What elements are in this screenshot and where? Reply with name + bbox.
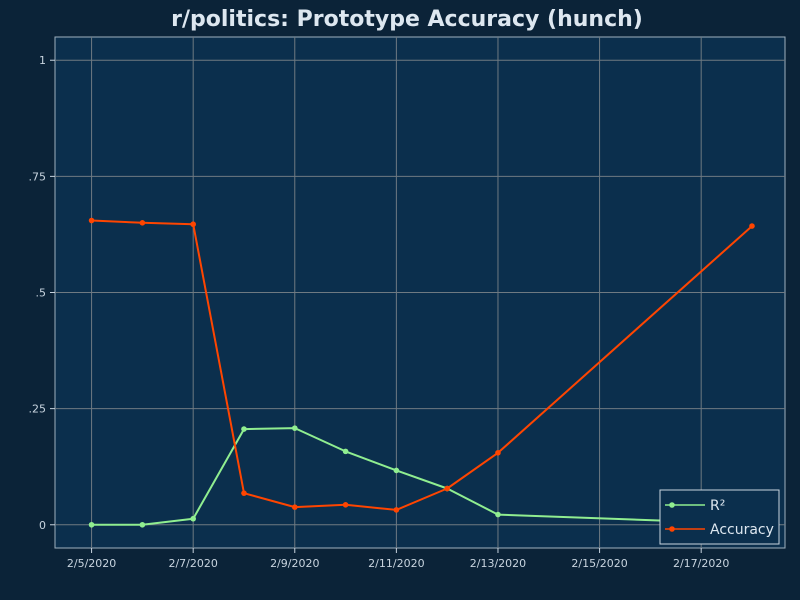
- x-tick-label: 2/5/2020: [67, 557, 116, 570]
- grid-lines: [55, 37, 785, 548]
- y-tick-label: 1: [39, 54, 46, 67]
- data-point-accuracy: [444, 485, 450, 492]
- legend-marker-accuracy: [669, 526, 675, 532]
- data-point-accuracy: [139, 220, 146, 226]
- y-tick-label: .5: [36, 287, 47, 300]
- data-point-r2: [139, 521, 146, 528]
- y-tick-label: .75: [29, 170, 47, 183]
- data-point-accuracy: [393, 507, 400, 513]
- data-point-r2: [342, 448, 349, 455]
- data-point-accuracy: [190, 221, 196, 228]
- series-lines: [88, 217, 755, 528]
- legend-label-r2: R²: [710, 498, 725, 514]
- legend-label-accuracy: Accuracy: [710, 522, 774, 538]
- data-point-r2: [190, 515, 196, 522]
- data-point-r2: [241, 426, 247, 432]
- y-tick-label: 0: [39, 519, 46, 532]
- series-line-accuracy: [91, 219, 753, 511]
- x-tick-label: 2/9/2020: [270, 557, 319, 570]
- chart-title: r/politics: Prototype Accuracy (hunch): [171, 7, 643, 32]
- axes: 2/5/2020 2/7/2020 2/9/2020 2/11/2020 2/13/20…: [29, 54, 730, 570]
- legend: R² Accuracy: [659, 489, 780, 545]
- data-point-r2: [495, 511, 501, 518]
- x-tick-label: 2/17/2020: [673, 557, 729, 570]
- data-point-r2: [88, 521, 95, 528]
- data-point-accuracy: [495, 449, 501, 456]
- data-point-accuracy: [291, 504, 298, 510]
- x-tick-label: 2/15/2020: [571, 557, 627, 570]
- series-line-r2: [91, 427, 702, 526]
- y-tick-label: .25: [29, 403, 47, 416]
- x-tick-label: 2/11/2020: [368, 557, 424, 570]
- legend-marker-r2: [669, 502, 675, 508]
- data-point-accuracy: [241, 490, 247, 496]
- x-tick-label: 2/7/2020: [168, 557, 217, 570]
- data-point-r2: [291, 425, 298, 431]
- x-tick-label: 2/13/2020: [470, 557, 526, 570]
- data-point-accuracy: [749, 223, 755, 229]
- data-point-accuracy: [342, 501, 349, 508]
- data-point-r2: [393, 467, 400, 474]
- legend-box: [659, 489, 780, 545]
- data-point-accuracy: [88, 217, 95, 224]
